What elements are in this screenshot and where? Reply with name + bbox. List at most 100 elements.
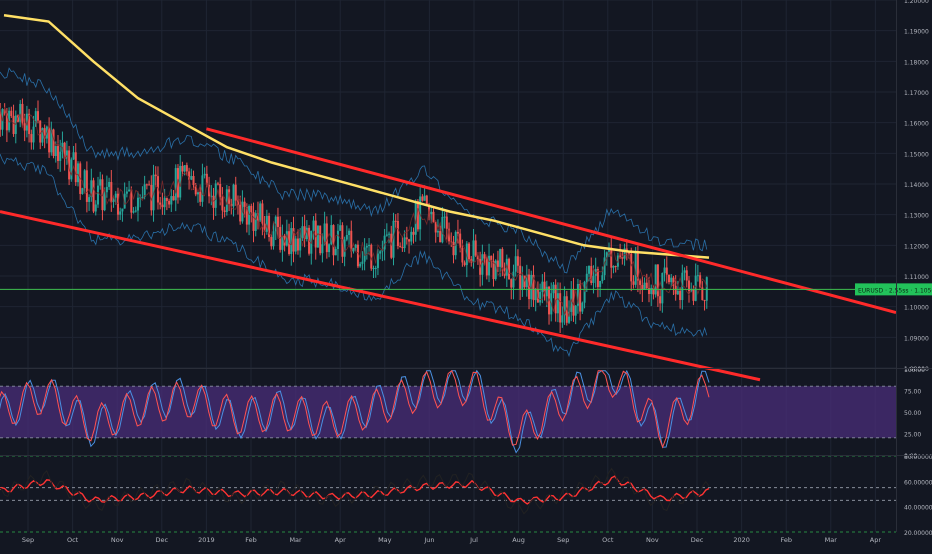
candle-body <box>556 293 559 314</box>
candle-body <box>585 273 588 282</box>
stochastic-tick-label: 50.00 <box>904 410 921 417</box>
candle-body <box>263 223 266 232</box>
candle-body <box>676 290 679 295</box>
candle-body <box>312 220 315 231</box>
candle-body <box>323 223 326 245</box>
rsi-line[interactable] <box>0 475 710 505</box>
candle-body <box>216 183 219 185</box>
candle-body <box>205 173 208 185</box>
price-tick-label: 1.08000 <box>904 366 929 373</box>
candle-body <box>161 204 164 208</box>
candle-body <box>199 191 202 202</box>
candle-body <box>703 300 706 302</box>
candle-body <box>670 277 673 283</box>
candle-body <box>432 211 435 222</box>
candle-body <box>112 197 115 202</box>
trendline[interactable] <box>206 127 897 315</box>
stochastic-line[interactable] <box>0 369 710 449</box>
candle-body <box>396 220 399 247</box>
price-tick-label: 1.10000 <box>904 305 929 312</box>
candle-body <box>270 237 273 247</box>
price-tick-label: 1.18000 <box>904 59 929 66</box>
price-tick-label: 1.09000 <box>904 335 929 342</box>
candle-body <box>225 189 228 213</box>
candle-body <box>652 287 655 295</box>
price-tick-label: 1.17000 <box>904 90 929 97</box>
candle-body <box>110 181 113 202</box>
candle-body <box>336 230 339 249</box>
candle-body <box>463 262 466 266</box>
stochastic-pane[interactable] <box>0 369 896 454</box>
candle-body <box>694 275 697 301</box>
trendline[interactable] <box>0 210 761 382</box>
candle-body <box>474 240 477 256</box>
candle-body <box>516 256 519 266</box>
candle-body <box>501 249 504 269</box>
candle-body <box>92 180 95 212</box>
x-tick-label: Sep <box>557 536 569 544</box>
candle-body <box>316 225 319 248</box>
candle-body <box>510 279 513 288</box>
candle-body <box>334 248 337 256</box>
candle-body <box>83 170 86 189</box>
candle-body <box>74 152 77 183</box>
x-tick-label: Oct <box>602 536 614 544</box>
candle-body <box>434 221 437 233</box>
candle-body <box>272 231 275 247</box>
candle-body <box>465 243 468 266</box>
candle-body <box>168 200 171 205</box>
candle-body <box>116 193 119 215</box>
candle-body <box>141 196 144 198</box>
candle-body <box>48 126 51 153</box>
candle-body <box>494 260 497 280</box>
candle-body <box>163 197 166 208</box>
candle-body <box>414 201 417 235</box>
candle-body <box>70 159 73 180</box>
candle-body <box>592 275 595 283</box>
candle-body <box>248 205 251 225</box>
candle-body <box>561 315 564 323</box>
candle-body <box>194 185 197 195</box>
candle-body <box>481 254 484 275</box>
candle-body <box>410 231 413 242</box>
candle-body <box>590 265 593 283</box>
candle-body <box>376 253 379 268</box>
candle-body <box>72 152 75 160</box>
candle-body <box>423 195 426 201</box>
candle-body <box>630 253 633 282</box>
candle-body <box>25 113 28 131</box>
candle-body <box>212 195 215 208</box>
candle-body <box>639 280 642 285</box>
candle-body <box>276 216 279 227</box>
candle-body <box>683 270 686 273</box>
candle-body <box>528 274 531 300</box>
candle-body <box>185 165 188 172</box>
last-price-label: EURUSD · 2.55ss · 1.10564 <box>858 287 932 294</box>
candle-body <box>123 193 126 209</box>
rsi-line[interactable] <box>0 467 710 515</box>
candle-body <box>539 291 542 303</box>
candle-body <box>285 231 288 246</box>
candle-body <box>223 210 226 213</box>
candle-body <box>294 238 297 252</box>
candle-body <box>425 195 428 205</box>
x-tick-label: 2020 <box>733 536 750 544</box>
candle-body <box>274 216 277 232</box>
candle-body <box>54 146 57 156</box>
candle-body <box>392 220 395 258</box>
candle-body <box>203 173 206 176</box>
sma-line[interactable] <box>3 14 710 259</box>
candle-body <box>581 302 584 312</box>
candle-body <box>85 170 88 202</box>
x-tick-label: Nov <box>646 536 659 544</box>
candle-body <box>174 168 177 201</box>
candle-body <box>503 268 506 276</box>
candle-body <box>245 206 248 225</box>
candle-body <box>634 251 637 285</box>
x-tick-label: Dec <box>156 536 169 544</box>
candle-body <box>136 197 139 211</box>
candle-body <box>143 184 146 197</box>
candle-body <box>125 191 128 194</box>
